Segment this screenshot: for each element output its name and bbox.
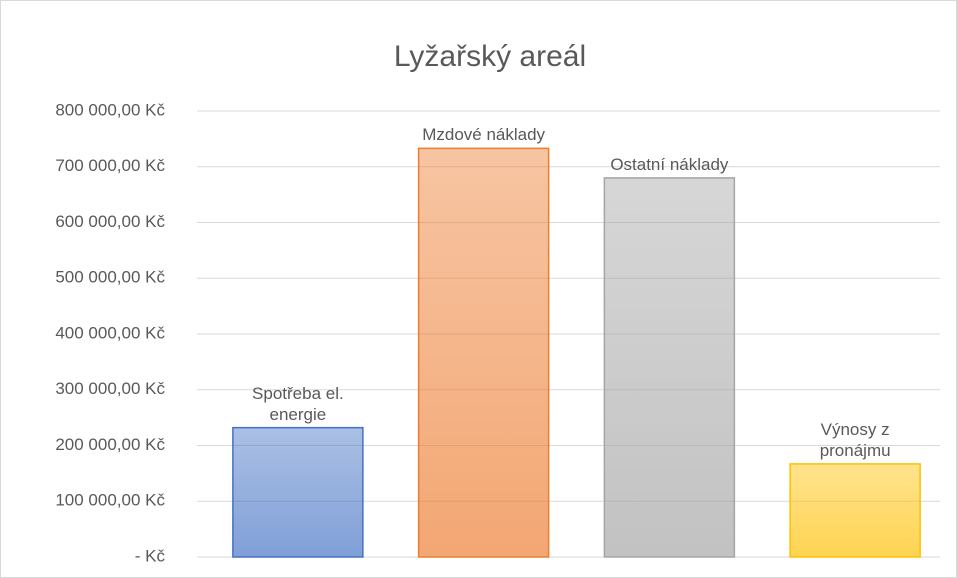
y-tick-label: 100 000,00 Kč bbox=[55, 491, 165, 510]
bar bbox=[232, 426, 364, 558]
category-label: Spotřeba el. energie bbox=[252, 383, 344, 424]
bar bbox=[603, 177, 736, 558]
y-tick-label: 400 000,00 Kč bbox=[55, 323, 165, 342]
category-label: Ostatní náklady bbox=[610, 154, 729, 174]
chart-title: Lyžařský areál bbox=[394, 40, 586, 73]
y-tick-label: - Kč bbox=[135, 546, 166, 565]
category-label: Výnosy z pronájmu bbox=[819, 419, 891, 460]
y-tick-label: 200 000,00 Kč bbox=[55, 435, 165, 454]
y-tick-label: 600 000,00 Kč bbox=[55, 212, 165, 231]
y-tick-label: 800 000,00 Kč bbox=[55, 100, 165, 119]
category-label: Mzdové náklady bbox=[422, 125, 546, 145]
y-tick-label: 700 000,00 Kč bbox=[55, 156, 165, 175]
bar bbox=[789, 463, 921, 558]
bar bbox=[417, 147, 550, 558]
y-tick-label: 500 000,00 Kč bbox=[55, 268, 165, 287]
y-tick-label: 300 000,00 Kč bbox=[55, 379, 165, 398]
